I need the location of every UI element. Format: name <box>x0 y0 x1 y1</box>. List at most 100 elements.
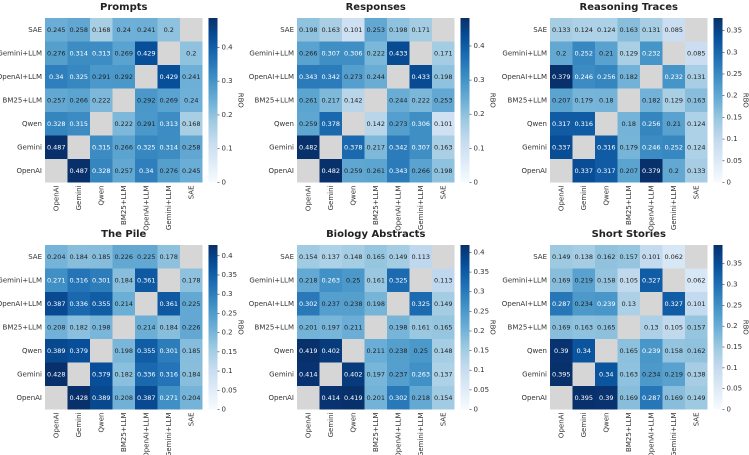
cell-label: 0.34 <box>49 73 63 81</box>
heatmap-cell <box>135 112 158 136</box>
heatmap-cell <box>432 315 455 339</box>
chart-title: Responses <box>346 2 406 13</box>
cell-label: 0.39 <box>554 347 568 355</box>
heatmap-cell <box>640 112 663 136</box>
colorbar-tick-label: 0.3 <box>222 290 233 298</box>
heatmap-cell <box>319 65 342 89</box>
cell-label: 0.171 <box>434 49 453 57</box>
heatmap-cell <box>572 112 595 136</box>
heatmap-cell <box>180 292 203 316</box>
heatmap-cell <box>550 112 573 136</box>
heatmap-cell <box>432 65 455 89</box>
heatmap-cell <box>157 386 180 410</box>
cell-label: 0.389 <box>47 347 66 355</box>
empty-cell <box>45 159 68 183</box>
heatmap-cell <box>685 268 708 292</box>
heatmap-cell <box>342 292 365 316</box>
heatmap-cell <box>409 362 432 386</box>
colorbar-tick-label: 0.1 <box>727 135 738 143</box>
cell-label: 0.433 <box>411 73 430 81</box>
heatmap-cell <box>319 112 342 136</box>
cell-label: 0.343 <box>299 73 318 81</box>
cell-label: 0.178 <box>182 276 201 284</box>
cell-label: 0.266 <box>69 96 88 104</box>
y-tick-label: OpenAI+LLM <box>0 300 42 308</box>
heatmap-cell <box>319 315 342 339</box>
colorbar-tick-label: 0.35 <box>727 27 743 35</box>
x-tick-label: SAE <box>187 186 195 200</box>
heatmap-cell <box>640 362 663 386</box>
cell-label: 0.163 <box>434 143 453 151</box>
cell-label: 0.185 <box>182 347 201 355</box>
y-tick-label: Qwen <box>274 347 294 355</box>
empty-cell <box>67 362 90 386</box>
heatmap-cell <box>617 362 640 386</box>
x-tick-label: Qwen <box>97 413 105 433</box>
cell-label: 0.148 <box>434 347 453 355</box>
cell-label: 0.389 <box>92 394 111 402</box>
heatmap-cell <box>595 362 618 386</box>
heatmap-cell <box>685 65 708 89</box>
colorbar-tick-label: 0.25 <box>727 301 743 309</box>
heatmap-cell <box>572 159 595 183</box>
colorbar-tick-label: 0.05 <box>474 386 490 394</box>
cell-label: 0.204 <box>47 253 66 261</box>
colorbar-tick-label: 0.1 <box>222 145 233 153</box>
colorbar-tick-label: 0.4 <box>222 43 234 51</box>
heatmap-cell <box>409 112 432 136</box>
heatmap-cell <box>90 41 113 65</box>
heatmap-cell <box>640 339 663 363</box>
cell-label: 0.129 <box>619 49 638 57</box>
colorbar-tick-label: 0.3 <box>222 77 233 85</box>
heatmap-cell <box>67 245 90 269</box>
cell-label: 0.182 <box>619 73 638 81</box>
cell-label: 0.361 <box>159 300 178 308</box>
x-tick-label: Gemini+LLM <box>670 413 678 455</box>
heatmap-cell <box>90 362 113 386</box>
heatmap-cell <box>112 386 135 410</box>
heatmap-cell <box>342 159 365 183</box>
x-tick-label: Gemini <box>75 185 83 210</box>
heatmap-cell <box>135 362 158 386</box>
cell-label: 0.25 <box>346 276 360 284</box>
heatmap-cell <box>180 112 203 136</box>
y-tick-label: Gemini+LLM <box>502 276 547 284</box>
cell-label: 0.18 <box>622 120 636 128</box>
cell-label: 0.291 <box>137 120 156 128</box>
heatmap-cell <box>550 339 573 363</box>
heatmap-cell <box>319 245 342 269</box>
empty-cell <box>90 112 113 136</box>
cell-label: 0.198 <box>389 26 408 34</box>
heatmap-cell <box>45 268 68 292</box>
heatmap-cell <box>550 245 573 269</box>
cell-label: 0.379 <box>642 167 661 175</box>
heatmap-cell <box>135 41 158 65</box>
empty-cell <box>432 245 455 269</box>
cell-label: 0.149 <box>687 394 706 402</box>
cell-label: 0.259 <box>344 167 363 175</box>
cell-label: 0.34 <box>599 370 613 378</box>
heatmap-cell <box>409 245 432 269</box>
heatmap-cell <box>572 268 595 292</box>
x-tick-label: Gemini <box>580 412 588 437</box>
cell-label: 0.487 <box>69 167 88 175</box>
cell-label: 0.342 <box>389 143 408 151</box>
cell-label: 0.257 <box>47 96 66 104</box>
cell-label: 0.487 <box>47 143 66 151</box>
heatmap-cell <box>432 41 455 65</box>
cell-label: 0.361 <box>137 276 156 284</box>
heatmap-cell <box>112 112 135 136</box>
heatmap-cell <box>297 362 320 386</box>
cell-label: 0.149 <box>552 253 571 261</box>
cell-label: 0.085 <box>687 49 706 57</box>
heatmap-cell <box>45 245 68 269</box>
cell-label: 0.129 <box>664 96 683 104</box>
cell-label: 0.337 <box>574 167 593 175</box>
heatmap-cell <box>640 135 663 159</box>
colorbar-tick-label: 0.3 <box>474 76 485 84</box>
heatmap-cell <box>550 268 573 292</box>
cell-label: 0.237 <box>389 370 408 378</box>
cell-label: 0.419 <box>344 394 363 402</box>
empty-cell <box>342 339 365 363</box>
cell-label: 0.378 <box>344 143 363 151</box>
